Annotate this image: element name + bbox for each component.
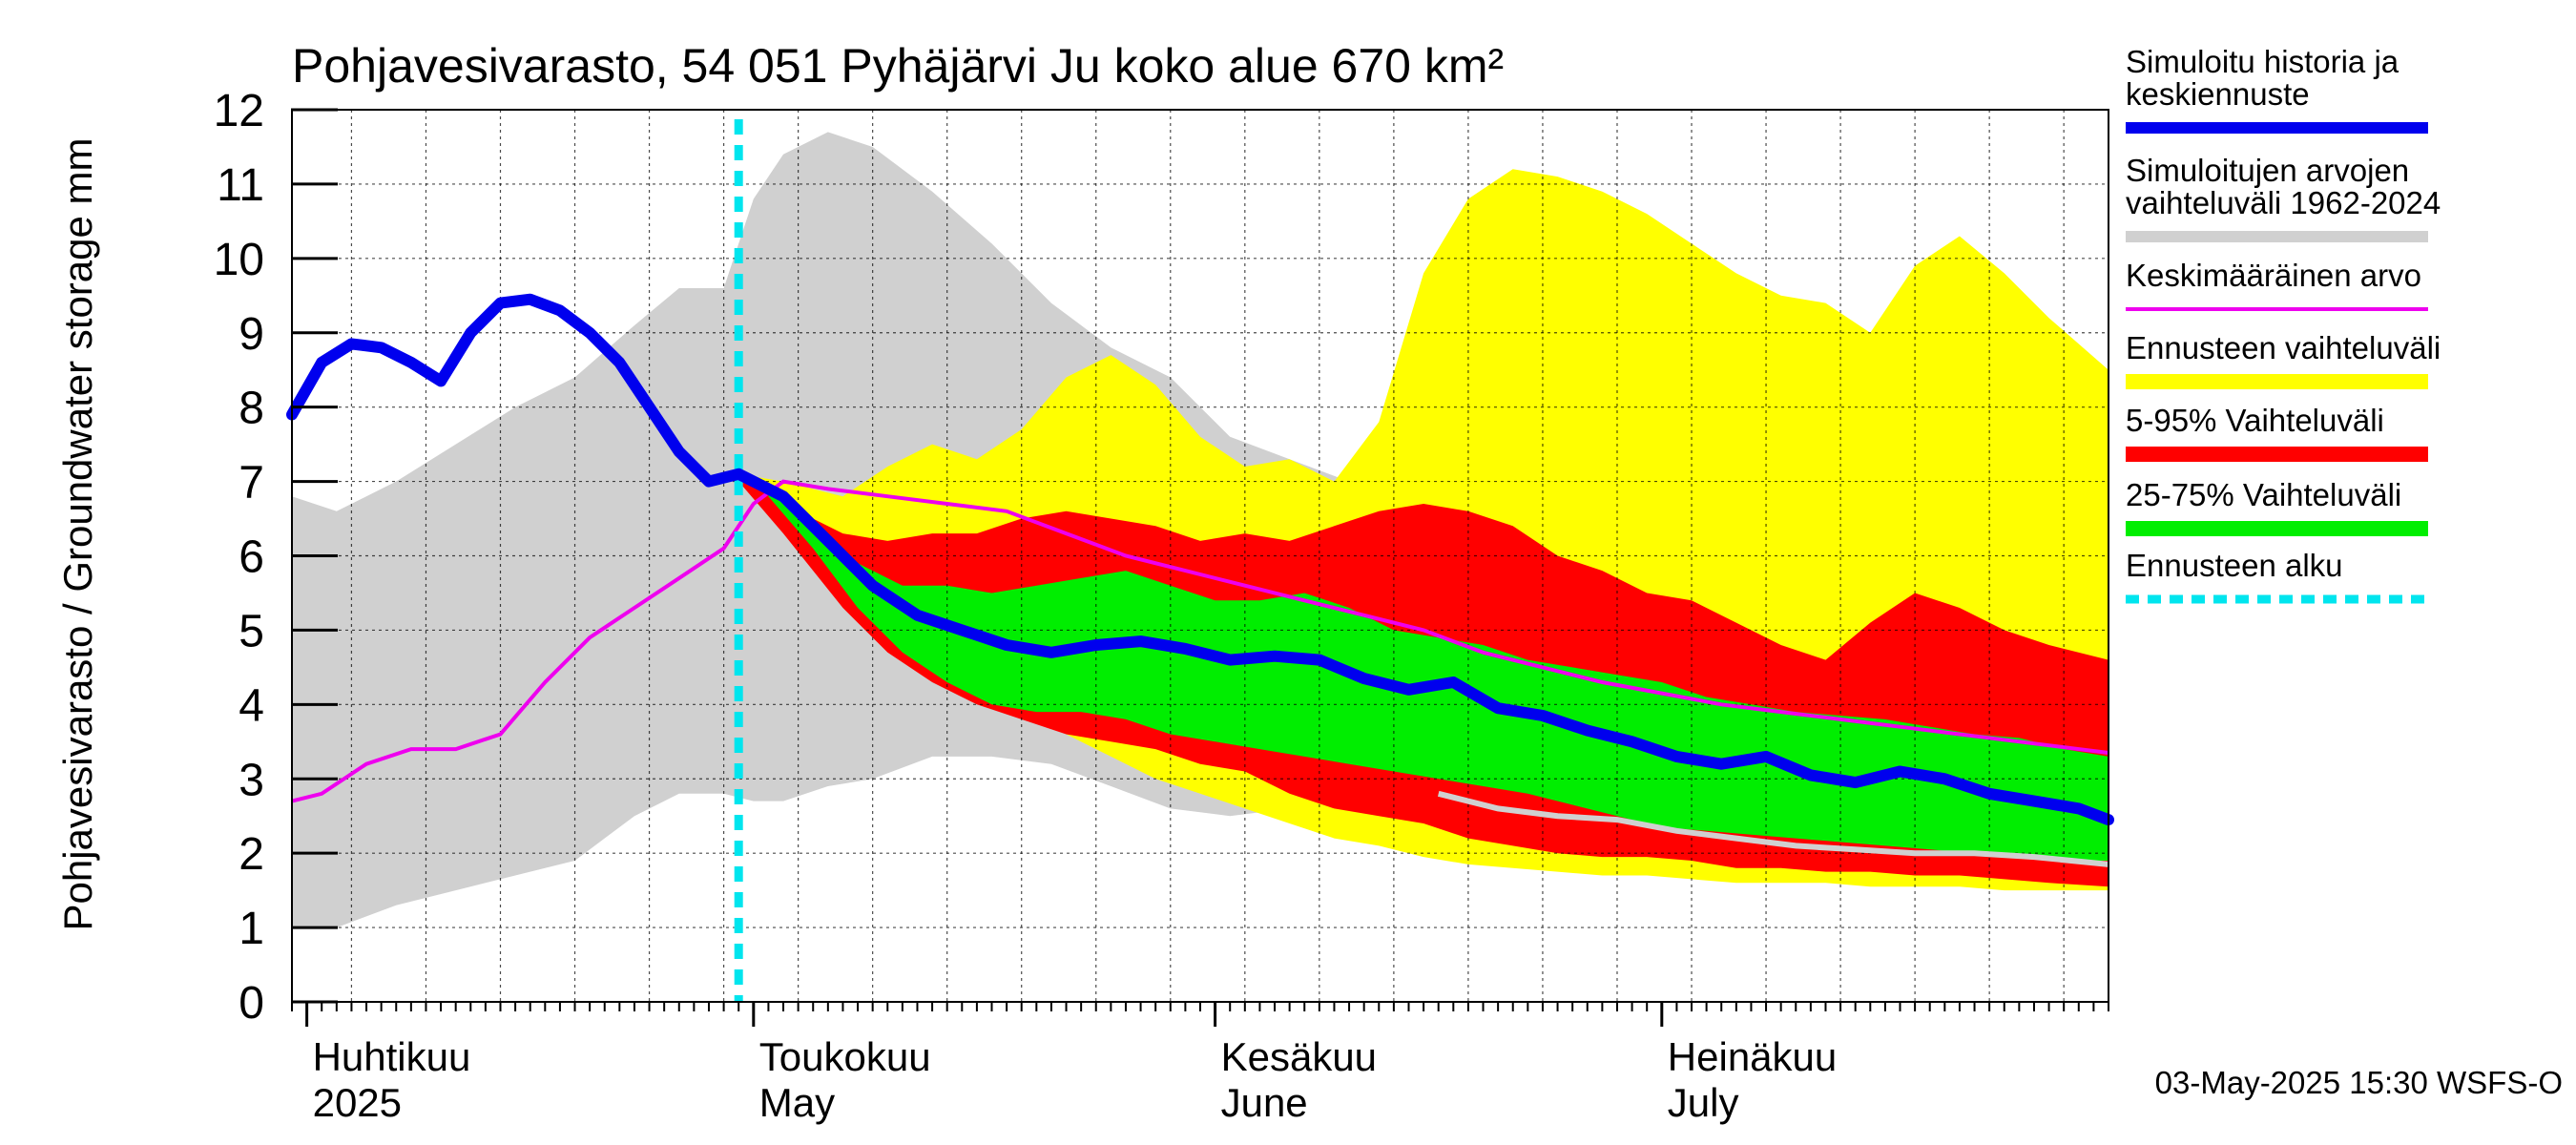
y-tick-label: 9 bbox=[239, 309, 264, 360]
y-tick-label: 11 bbox=[217, 160, 264, 211]
y-tick-label: 10 bbox=[214, 235, 264, 285]
legend-label-forecast_start: Ennusteen alku bbox=[2126, 548, 2343, 583]
y-tick-label: 2 bbox=[239, 829, 264, 880]
y-tick-label: 4 bbox=[239, 680, 264, 731]
y-tick-label: 5 bbox=[239, 606, 264, 656]
chart-title: Pohjavesivarasto, 54 051 Pyhäjärvi Ju ko… bbox=[292, 39, 1504, 93]
p25-75-band bbox=[768, 489, 2109, 861]
legend-label-history: Simuloitu historia ja bbox=[2126, 44, 2399, 79]
legend-label-hist_range: vaihteluväli 1962-2024 bbox=[2126, 185, 2441, 220]
x-month-label-fi: Toukokuu bbox=[759, 1034, 931, 1079]
y-tick-label: 3 bbox=[239, 755, 264, 805]
x-month-label-en: July bbox=[1668, 1080, 1739, 1125]
y-tick-label: 12 bbox=[214, 86, 264, 136]
median-line bbox=[1437, 790, 2109, 867]
x-month-label-fi: Kesäkuu bbox=[1221, 1034, 1377, 1079]
history-line bbox=[286, 293, 2114, 826]
y-axis-label: Pohjavesivarasto / Groundwater storage m… bbox=[55, 137, 100, 930]
footer-timestamp: 03-May-2025 15:30 WSFS-O bbox=[2155, 1065, 2563, 1100]
x-month-label-en: 2025 bbox=[313, 1080, 402, 1125]
legend-label-p5_95: 5-95% Vaihteluväli bbox=[2126, 403, 2384, 438]
y-tick-label: 8 bbox=[239, 384, 264, 434]
x-month-label-fi: Huhtikuu bbox=[313, 1034, 471, 1079]
y-tick-label: 6 bbox=[239, 532, 264, 583]
legend-label-history: keskiennuste bbox=[2126, 76, 2310, 112]
x-month-label-en: June bbox=[1221, 1080, 1308, 1125]
x-month-label-fi: Heinäkuu bbox=[1668, 1034, 1837, 1079]
y-tick-label: 7 bbox=[239, 458, 264, 509]
bands-layer bbox=[292, 132, 2109, 928]
x-month-label-en: May bbox=[759, 1080, 835, 1125]
legend-label-forecast_range: Ennusteen vaihteluväli bbox=[2126, 330, 2441, 365]
y-tick-label: 0 bbox=[239, 978, 264, 1029]
y-tick-label: 1 bbox=[239, 904, 264, 954]
series-lines bbox=[286, 119, 2114, 1002]
legend-label-p25_75: 25-75% Vaihteluväli bbox=[2126, 477, 2401, 512]
mean-line bbox=[291, 479, 2109, 803]
legend-label-hist_range: Simuloitujen arvojen bbox=[2126, 153, 2409, 188]
legend-label-mean: Keskimääräinen arvo bbox=[2126, 258, 2421, 293]
